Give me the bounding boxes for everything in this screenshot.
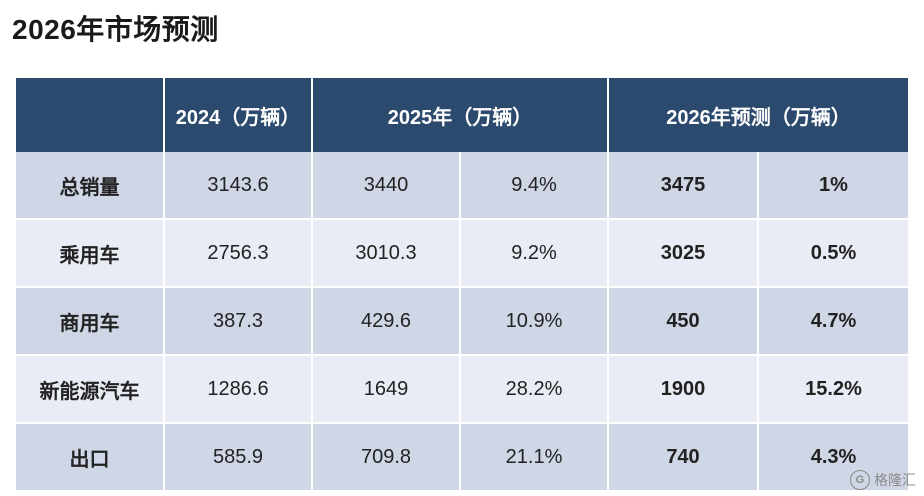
table-row: 商用车 387.3 429.6 10.9% 450 4.7% xyxy=(16,287,908,356)
growth-2025: 28.2% xyxy=(460,355,609,424)
value-2026: 740 xyxy=(608,423,759,492)
table-row: 总销量 3143.6 3440 9.4% 3475 1% xyxy=(16,152,908,220)
header-2025: 2025年（万辆） xyxy=(312,78,609,152)
table-row: 新能源汽车 1286.6 1649 28.2% 1900 15.2% xyxy=(16,355,908,424)
market-forecast-table: 2024（万辆） 2025年（万辆） 2026年预测（万辆） 总销量 3143.… xyxy=(16,78,908,492)
value-2025: 3440 xyxy=(312,152,461,220)
table-header-row: 2024（万辆） 2025年（万辆） 2026年预测（万辆） xyxy=(16,78,908,152)
value-2026: 3025 xyxy=(608,219,759,288)
watermark: G 格隆汇 xyxy=(850,470,916,490)
value-2025: 709.8 xyxy=(312,423,461,492)
header-corner xyxy=(16,78,165,152)
value-2026: 450 xyxy=(608,287,759,356)
growth-2025: 10.9% xyxy=(460,287,609,356)
row-label: 总销量 xyxy=(16,152,165,220)
table-row: 出口 585.9 709.8 21.1% 740 4.3% xyxy=(16,423,908,492)
value-2026: 1900 xyxy=(608,355,759,424)
growth-2025: 9.2% xyxy=(460,219,609,288)
growth-2026: 4.7% xyxy=(758,287,908,356)
growth-2026: 4.3% xyxy=(758,423,908,492)
row-label: 乘用车 xyxy=(16,219,165,288)
value-2024: 1286.6 xyxy=(164,355,313,424)
header-2026-forecast: 2026年预测（万辆） xyxy=(608,78,908,152)
growth-2026: 0.5% xyxy=(758,219,908,288)
gelonghui-logo-icon: G xyxy=(850,470,870,490)
row-label: 商用车 xyxy=(16,287,165,356)
watermark-text: 格隆汇 xyxy=(874,472,916,488)
page-title: 2026年市场预测 xyxy=(12,14,219,45)
value-2024: 3143.6 xyxy=(164,152,313,220)
value-2026: 3475 xyxy=(608,152,759,220)
row-label: 新能源汽车 xyxy=(16,355,165,424)
row-label: 出口 xyxy=(16,423,165,492)
value-2024: 585.9 xyxy=(164,423,313,492)
header-2024: 2024（万辆） xyxy=(164,78,313,152)
growth-2026: 1% xyxy=(758,152,908,220)
value-2024: 2756.3 xyxy=(164,219,313,288)
value-2025: 3010.3 xyxy=(312,219,461,288)
growth-2025: 21.1% xyxy=(460,423,609,492)
growth-2026: 15.2% xyxy=(758,355,908,424)
value-2025: 1649 xyxy=(312,355,461,424)
table-row: 乘用车 2756.3 3010.3 9.2% 3025 0.5% xyxy=(16,219,908,288)
growth-2025: 9.4% xyxy=(460,152,609,220)
value-2025: 429.6 xyxy=(312,287,461,356)
value-2024: 387.3 xyxy=(164,287,313,356)
